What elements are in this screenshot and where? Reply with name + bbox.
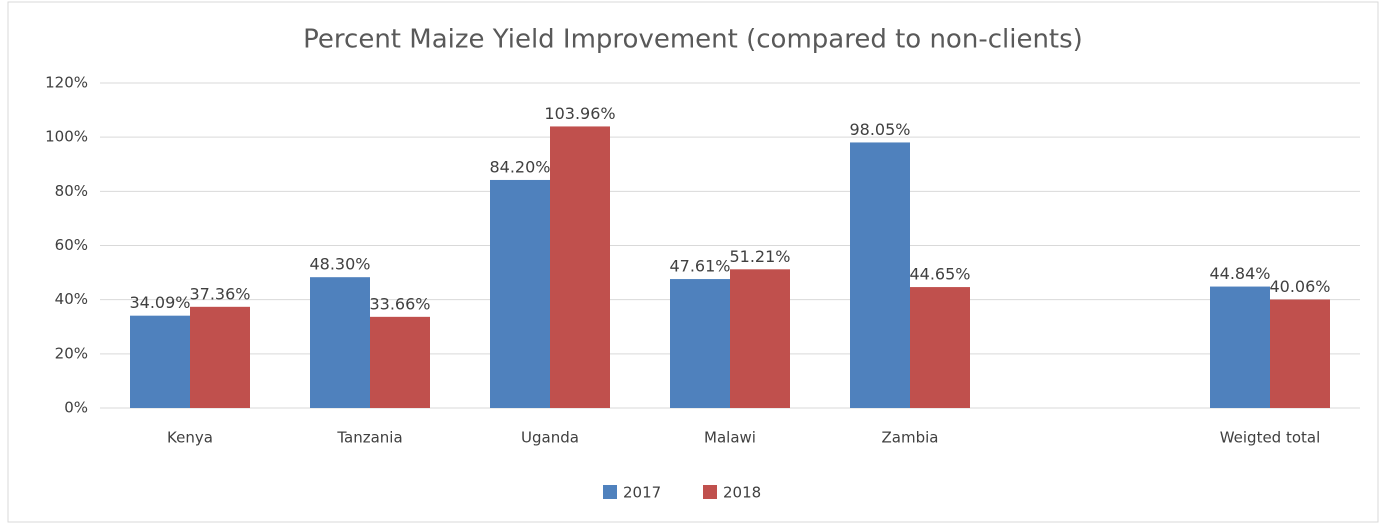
value-label: 51.21% xyxy=(729,247,790,266)
bar xyxy=(130,315,190,408)
bar xyxy=(370,316,430,408)
bar xyxy=(310,277,370,408)
bar xyxy=(670,279,730,408)
legend-label: 2017 xyxy=(623,484,661,502)
y-tick-label: 20% xyxy=(55,344,88,362)
value-label: 44.65% xyxy=(909,265,970,284)
value-label: 48.30% xyxy=(309,255,370,274)
chart-border xyxy=(7,1,1379,523)
y-tick-label: 120% xyxy=(45,74,88,92)
bar xyxy=(850,142,910,408)
y-tick-label: 80% xyxy=(55,182,88,200)
bar xyxy=(910,287,970,408)
x-tick-label: Kenya xyxy=(167,429,213,447)
value-label: 44.84% xyxy=(1209,264,1270,283)
value-label: 40.06% xyxy=(1269,277,1330,296)
y-tick-label: 100% xyxy=(45,128,88,146)
x-tick-label: Weigted total xyxy=(1220,429,1321,447)
chart-title: Percent Maize Yield Improvement (compare… xyxy=(303,25,1083,55)
legend-swatch xyxy=(603,485,617,499)
x-tick-label: Tanzania xyxy=(336,429,402,447)
y-tick-label: 60% xyxy=(55,236,88,254)
value-label: 98.05% xyxy=(849,120,910,139)
value-label: 84.20% xyxy=(489,157,550,176)
value-label: 33.66% xyxy=(369,294,430,313)
legend-label: 2018 xyxy=(723,484,761,502)
x-tick-label: Uganda xyxy=(521,429,579,447)
bar xyxy=(550,126,610,409)
value-label: 47.61% xyxy=(669,257,730,276)
value-label: 103.96% xyxy=(544,104,615,123)
bar xyxy=(1210,286,1270,408)
bar xyxy=(490,179,550,408)
value-label: 37.36% xyxy=(189,284,250,303)
y-tick-label: 40% xyxy=(55,290,88,308)
x-tick-label: Malawi xyxy=(704,429,756,447)
bar xyxy=(190,306,250,408)
y-tick-label: 0% xyxy=(64,399,88,417)
legend-swatch xyxy=(703,485,717,499)
bar xyxy=(1270,299,1330,408)
bar xyxy=(730,269,790,408)
x-tick-label: Zambia xyxy=(882,429,939,447)
value-label: 34.09% xyxy=(129,293,190,312)
